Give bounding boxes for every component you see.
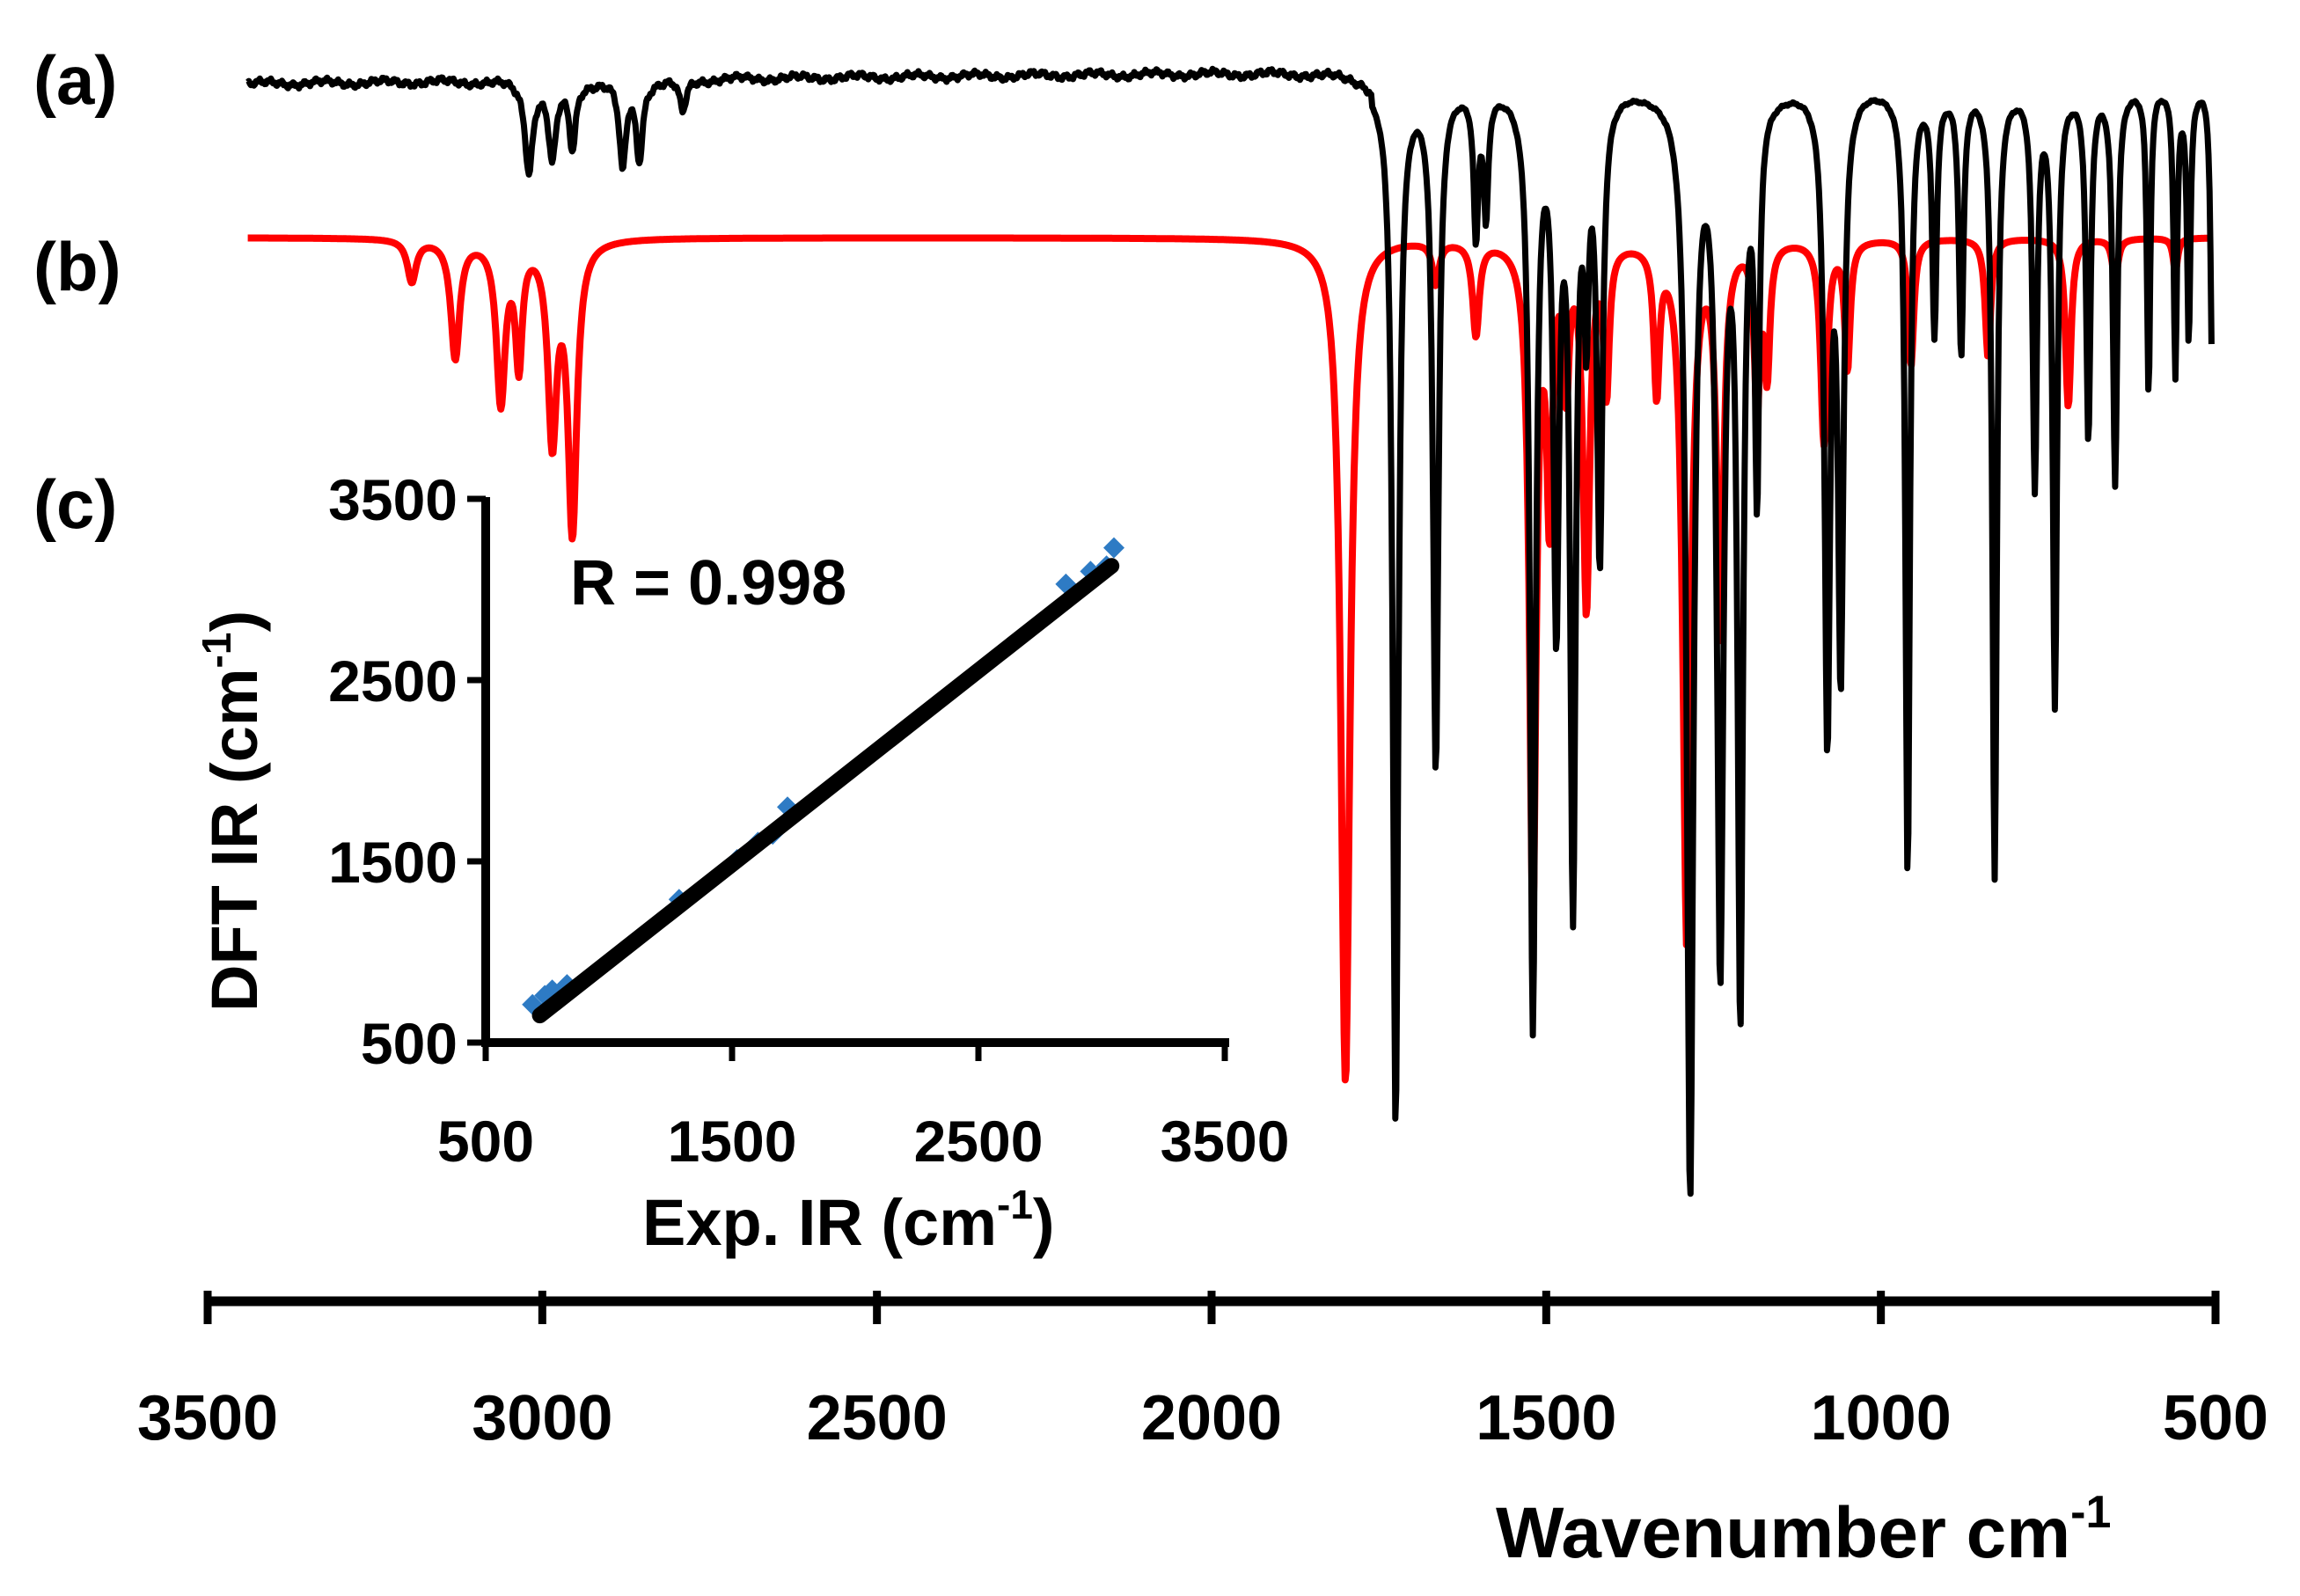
inset-x-axis-title: Exp. IR (cm-1) (642, 1182, 1055, 1259)
inset-y-tick-label: 2500 (328, 648, 458, 714)
x-axis-tick-label: 3000 (472, 1383, 612, 1453)
inset-x-tick-label: 500 (437, 1109, 534, 1174)
inset-x-tick-label: 2500 (914, 1109, 1044, 1174)
panel-label-c: (c) (33, 465, 117, 543)
correlation-annotation: R = 0.998 (570, 548, 846, 619)
scatter-point (1103, 537, 1124, 559)
inset-y-tick-label: 3500 (328, 467, 458, 532)
inset-x-axis-title-suffix: ) (1033, 1186, 1055, 1259)
inset-x-tick-label: 1500 (668, 1109, 797, 1174)
inset-fit-line (531, 558, 1120, 1024)
inset-tick-marks: 500 1500 2500 3500 500 1500 2500 3500 (328, 467, 1289, 1174)
x-axis-title-text: Wavenumber cm (1496, 1493, 2070, 1573)
series-line-dft-spectrum (245, 234, 2215, 1084)
inset-x-axis-title-superscript: -1 (997, 1182, 1033, 1227)
x-axis-title-superscript: -1 (2070, 1487, 2111, 1538)
x-axis: 3500 3000 2500 2000 1500 1000 500 (137, 1291, 2268, 1453)
inset-y-tick-label: 1500 (328, 830, 458, 895)
inset-scatter-plot: 500 1500 2500 3500 500 1500 2500 3500 R = 0.998… (194, 467, 1289, 1259)
inset-y-axis-title-suffix: ) (198, 611, 271, 633)
inset-y-axis-title-text: DFT IR (cm (198, 668, 271, 1012)
x-axis-tick-label: 2000 (1141, 1383, 1282, 1453)
inset-x-axis-title-text: Exp. IR (cm (642, 1186, 997, 1259)
panel-label-a: (a) (33, 41, 117, 119)
inset-y-axis-title-superscript: -1 (194, 633, 239, 669)
inset-x-tick-label: 3500 (1161, 1109, 1290, 1174)
x-axis-tick-label: 1000 (1811, 1383, 1952, 1453)
inset-y-axis-title: DFT IR (cm-1) (194, 611, 271, 1012)
panel-label-b: (b) (33, 228, 121, 305)
x-axis-tick-label: 2500 (807, 1383, 948, 1453)
x-axis-tick-label: 1500 (1476, 1383, 1616, 1453)
x-axis-title: Wavenumber cm-1 (1496, 1487, 2111, 1573)
x-axis-tick-label: 500 (2163, 1383, 2268, 1453)
series-line-experimental-spectrum (245, 65, 2215, 1197)
x-axis-tick-label: 3500 (137, 1383, 278, 1453)
inset-y-tick-label: 500 (361, 1011, 458, 1076)
